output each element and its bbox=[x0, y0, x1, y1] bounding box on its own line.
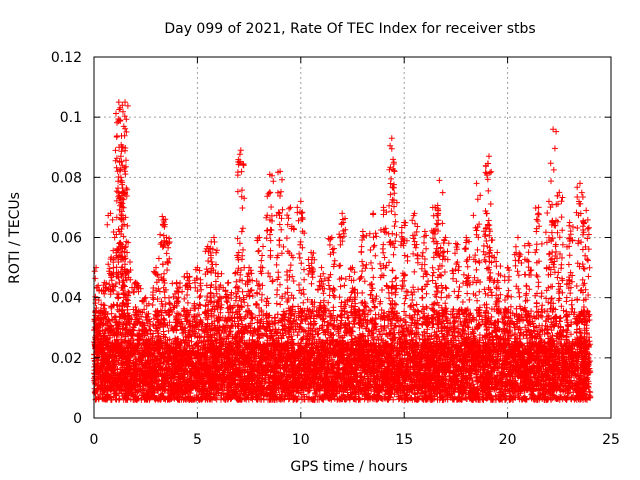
data-point bbox=[485, 153, 492, 160]
data-point bbox=[194, 264, 201, 271]
data-point bbox=[277, 168, 284, 175]
data-point bbox=[442, 234, 449, 241]
x-tick-label: 10 bbox=[292, 432, 310, 448]
data-point bbox=[494, 249, 501, 256]
data-point bbox=[122, 99, 129, 106]
data-point bbox=[287, 204, 294, 211]
data-point bbox=[545, 198, 552, 205]
data-point bbox=[124, 249, 131, 256]
data-point bbox=[463, 234, 470, 241]
x-tick-label: 0 bbox=[90, 432, 99, 448]
x-tick-label: 15 bbox=[395, 432, 413, 448]
data-point bbox=[142, 294, 149, 301]
data-point bbox=[308, 249, 315, 256]
scatter-cloud bbox=[91, 102, 594, 403]
data-point bbox=[256, 234, 263, 241]
data-point bbox=[115, 99, 122, 106]
data-point bbox=[401, 219, 408, 226]
data-point bbox=[163, 234, 170, 241]
data-point bbox=[204, 243, 211, 250]
data-point bbox=[297, 198, 304, 205]
data-point bbox=[97, 309, 104, 316]
data-points bbox=[91, 99, 594, 403]
axis-ticks bbox=[93, 56, 612, 419]
data-point bbox=[173, 279, 180, 286]
data-point bbox=[111, 234, 118, 241]
data-point bbox=[535, 204, 542, 211]
data-point bbox=[107, 210, 114, 217]
data-point bbox=[235, 249, 242, 256]
y-tick-label: 0.08 bbox=[51, 170, 82, 186]
data-point bbox=[473, 180, 480, 187]
data-point bbox=[153, 264, 160, 271]
data-point bbox=[370, 210, 377, 217]
data-point bbox=[452, 240, 459, 247]
x-tick-labels: 0 5 10 15 20 25 bbox=[90, 432, 620, 448]
y-tick-label: 0.12 bbox=[51, 50, 82, 66]
data-point bbox=[225, 279, 232, 286]
x-tick-label: 25 bbox=[602, 432, 620, 448]
data-point bbox=[550, 126, 557, 133]
data-point bbox=[436, 177, 443, 184]
data-point bbox=[421, 228, 428, 235]
data-point bbox=[210, 234, 217, 241]
data-point bbox=[483, 210, 490, 217]
data-point bbox=[380, 204, 387, 211]
y-tick-label: 0 bbox=[73, 411, 82, 427]
data-point bbox=[318, 264, 325, 271]
x-tick-label: 20 bbox=[499, 432, 517, 448]
y-tick-label: 0.04 bbox=[51, 291, 82, 307]
y-axis-label: ROTI / TECUs bbox=[7, 192, 23, 284]
data-point bbox=[388, 135, 395, 142]
data-point bbox=[390, 159, 397, 166]
x-axis-label: GPS time / hours bbox=[290, 459, 407, 475]
y-tick-label: 0.1 bbox=[60, 110, 82, 126]
data-point bbox=[132, 279, 139, 286]
data-point bbox=[101, 279, 108, 286]
data-point bbox=[576, 180, 583, 187]
y-tick-labels: 0 0.02 0.04 0.06 0.08 0.1 0.12 bbox=[51, 50, 82, 427]
data-point bbox=[349, 264, 356, 271]
y-tick-label: 0.06 bbox=[51, 231, 82, 247]
data-point bbox=[432, 204, 439, 211]
data-point bbox=[328, 234, 335, 241]
data-point bbox=[184, 270, 191, 277]
chart-title: Day 099 of 2021, Rate Of TEC Index for r… bbox=[164, 21, 535, 37]
data-point bbox=[339, 210, 346, 217]
data-point bbox=[556, 189, 563, 196]
data-point bbox=[119, 144, 126, 151]
y-tick-label: 0.02 bbox=[51, 351, 82, 367]
data-point bbox=[514, 234, 521, 241]
data-point bbox=[566, 219, 573, 226]
x-tick-label: 5 bbox=[193, 432, 202, 448]
data-point bbox=[411, 210, 418, 217]
data-point bbox=[237, 147, 244, 154]
data-point bbox=[117, 174, 124, 181]
data-point bbox=[116, 117, 123, 124]
data-point bbox=[159, 213, 166, 220]
data-point bbox=[504, 264, 511, 271]
data-point bbox=[215, 270, 222, 277]
data-point bbox=[583, 207, 590, 214]
data-point bbox=[525, 240, 532, 247]
data-point bbox=[359, 228, 366, 235]
data-point bbox=[266, 171, 273, 178]
data-point bbox=[246, 264, 253, 271]
